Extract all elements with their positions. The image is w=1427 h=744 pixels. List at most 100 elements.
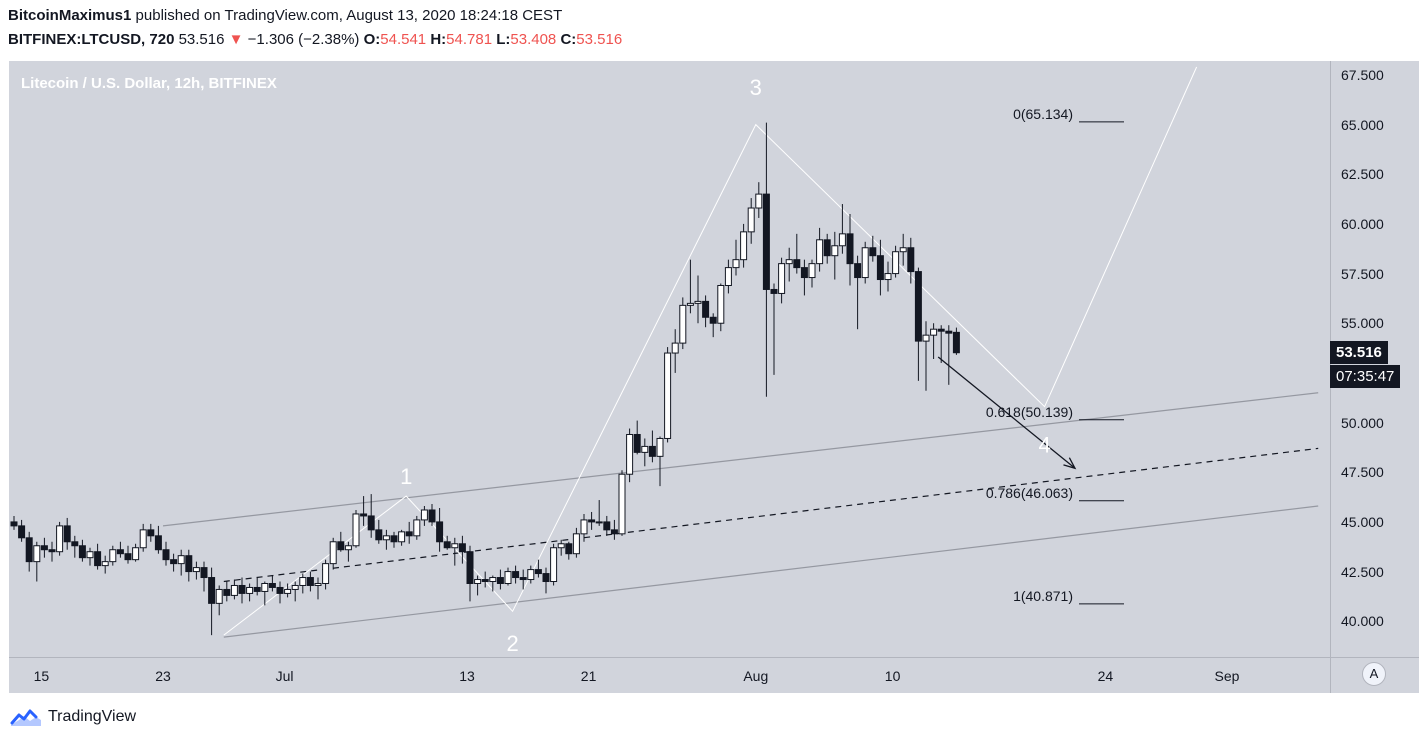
footer-brand[interactable]: TradingView bbox=[10, 707, 136, 727]
candle-body bbox=[945, 330, 953, 334]
candle-body bbox=[177, 555, 185, 565]
time-tick-label: Jul bbox=[275, 668, 294, 684]
candle-body bbox=[869, 247, 877, 257]
candle-body bbox=[18, 525, 26, 539]
candle-body bbox=[937, 328, 945, 332]
wave-label: 4 bbox=[1038, 432, 1050, 457]
candle-body bbox=[861, 247, 869, 279]
candle-body bbox=[276, 586, 284, 594]
candle-body bbox=[223, 588, 231, 596]
candle-body bbox=[747, 207, 755, 233]
candle-body bbox=[603, 521, 611, 531]
fib-level-label: 0.618(50.139) bbox=[986, 404, 1073, 420]
time-axis[interactable]: 15 23 Jul 13 21 Aug 10 24 Sep bbox=[9, 657, 1330, 693]
candle-body bbox=[420, 509, 428, 521]
candle-body bbox=[382, 535, 390, 541]
candle-body bbox=[185, 555, 193, 573]
candle-body bbox=[33, 545, 41, 563]
candle-body bbox=[375, 529, 383, 541]
candle-body bbox=[314, 582, 322, 586]
candle-body bbox=[56, 525, 64, 553]
candle-body bbox=[633, 433, 641, 453]
price-tick-label: 45.000 bbox=[1341, 513, 1384, 530]
candle-body bbox=[565, 543, 573, 555]
price-tick-label: 60.000 bbox=[1341, 215, 1384, 232]
open-value: 54.541 bbox=[380, 31, 427, 48]
price-tick-label: 42.500 bbox=[1341, 563, 1384, 580]
candle-body bbox=[48, 549, 56, 553]
time-tick-label: 15 bbox=[33, 668, 50, 684]
candle-body bbox=[648, 445, 656, 457]
candle-body bbox=[344, 545, 352, 551]
candle-body bbox=[200, 567, 208, 579]
author-name[interactable]: BitcoinMaximus1 bbox=[8, 7, 132, 24]
candle-body bbox=[413, 519, 421, 537]
close-label: C: bbox=[560, 31, 577, 48]
candle-body bbox=[116, 549, 124, 555]
time-tick-label: 10 bbox=[884, 668, 901, 684]
candle-body bbox=[717, 284, 725, 324]
candle-body bbox=[534, 569, 542, 575]
price-tick-label: 62.500 bbox=[1341, 166, 1384, 183]
projection-arrow-line bbox=[937, 356, 1076, 469]
candle-body bbox=[367, 515, 375, 531]
time-tick-label: 23 bbox=[155, 668, 171, 684]
candle-body bbox=[63, 525, 71, 543]
candle-body bbox=[86, 551, 94, 559]
candle-body bbox=[71, 541, 79, 547]
candle-body bbox=[656, 437, 664, 457]
candle-body bbox=[215, 588, 223, 604]
fib-level-label: 0.786(46.063) bbox=[986, 485, 1073, 501]
candle-body bbox=[671, 342, 679, 354]
candle-body bbox=[436, 521, 444, 543]
candle-body bbox=[496, 577, 504, 584]
candle-body bbox=[268, 582, 276, 588]
time-tick-label: 24 bbox=[1097, 668, 1114, 684]
candle-body bbox=[481, 579, 489, 583]
wave-label: 3 bbox=[750, 75, 762, 100]
candle-body bbox=[854, 263, 862, 279]
price-change: −1.306 (−2.38%) bbox=[247, 31, 360, 48]
candle-body bbox=[808, 263, 816, 279]
symbol-line: BITFINEX:LTCUSD, 720 53.516 ▼ −1.306 (−2… bbox=[8, 31, 622, 48]
time-tick-label: Sep bbox=[1214, 668, 1240, 684]
last-price: 53.516 bbox=[178, 31, 225, 48]
candle-body bbox=[922, 334, 930, 342]
candle-body bbox=[170, 559, 178, 565]
chart-plot-area[interactable]: 0(65.134) 0.618(50.139) 0.786(46.063) 1(40.… bbox=[9, 61, 1330, 657]
candle-body bbox=[291, 584, 299, 590]
low-value: 53.408 bbox=[510, 31, 557, 48]
candle-body bbox=[398, 531, 406, 543]
candle-body bbox=[595, 521, 603, 524]
candle-body bbox=[352, 513, 360, 547]
candle-body bbox=[930, 328, 938, 336]
candle-body bbox=[952, 331, 960, 354]
candle-body bbox=[124, 553, 132, 561]
wave-label: 2 bbox=[506, 631, 518, 656]
candle-body bbox=[25, 537, 33, 563]
candle-body bbox=[306, 577, 314, 586]
fib-level-label: 0(65.134) bbox=[1013, 106, 1073, 122]
down-arrow-icon: ▼ bbox=[228, 31, 244, 48]
candle-body bbox=[664, 352, 672, 439]
candle-body bbox=[94, 551, 102, 567]
wave-label: 1 bbox=[400, 464, 412, 489]
candle-body bbox=[778, 263, 786, 294]
auto-scale-button[interactable]: A bbox=[1362, 662, 1386, 686]
candle-body bbox=[816, 239, 824, 265]
candle-body bbox=[519, 577, 527, 581]
candle-body bbox=[892, 251, 900, 275]
candle-body bbox=[329, 541, 337, 565]
candle-body bbox=[390, 535, 398, 543]
candle-body bbox=[740, 231, 748, 261]
candle-body bbox=[109, 549, 117, 563]
candle-body bbox=[800, 267, 808, 279]
candle-body bbox=[443, 541, 451, 549]
high-label: H: bbox=[430, 31, 447, 48]
candle-body bbox=[246, 586, 254, 594]
candle-body bbox=[732, 259, 740, 269]
candle-body bbox=[770, 288, 778, 294]
candle-body bbox=[527, 569, 535, 581]
low-label: L: bbox=[496, 31, 511, 48]
candle-body bbox=[405, 531, 413, 537]
